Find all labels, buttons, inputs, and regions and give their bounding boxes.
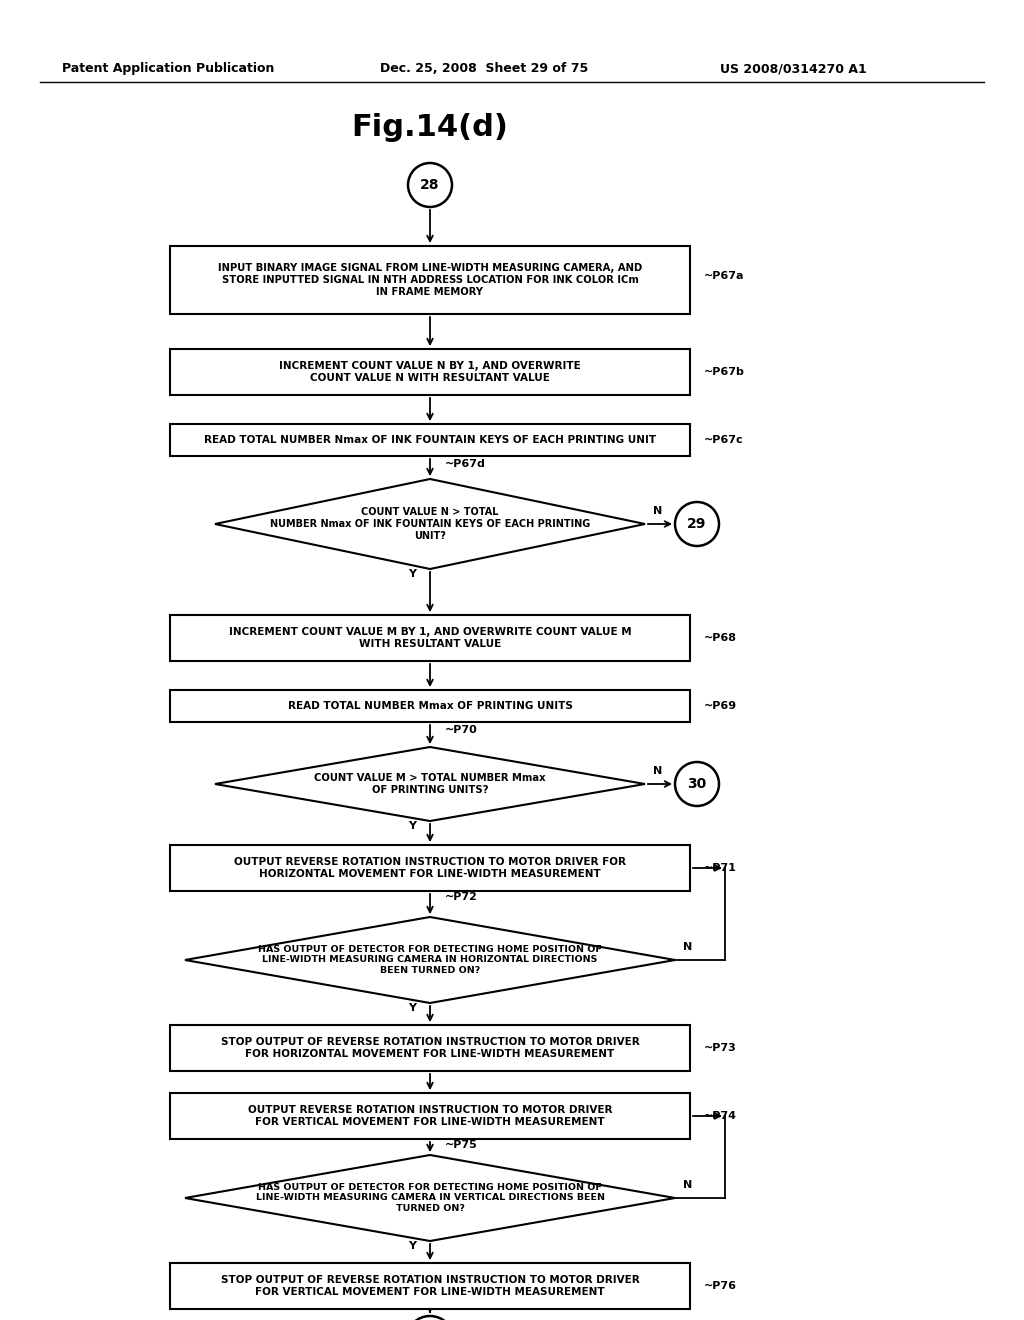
Text: ~P76: ~P76: [705, 1280, 737, 1291]
Text: STOP OUTPUT OF REVERSE ROTATION INSTRUCTION TO MOTOR DRIVER
FOR VERTICAL MOVEMEN: STOP OUTPUT OF REVERSE ROTATION INSTRUCT…: [220, 1275, 639, 1296]
Circle shape: [675, 762, 719, 807]
FancyBboxPatch shape: [170, 1093, 690, 1139]
FancyBboxPatch shape: [170, 424, 690, 455]
Polygon shape: [215, 479, 645, 569]
FancyBboxPatch shape: [170, 348, 690, 395]
Text: ~P67b: ~P67b: [705, 367, 744, 378]
Polygon shape: [185, 917, 675, 1003]
Text: INCREMENT COUNT VALUE M BY 1, AND OVERWRITE COUNT VALUE M
WITH RESULTANT VALUE: INCREMENT COUNT VALUE M BY 1, AND OVERWR…: [228, 627, 632, 649]
FancyBboxPatch shape: [170, 1026, 690, 1071]
Text: ~P73: ~P73: [705, 1043, 736, 1053]
Text: OUTPUT REVERSE ROTATION INSTRUCTION TO MOTOR DRIVER FOR
HORIZONTAL MOVEMENT FOR : OUTPUT REVERSE ROTATION INSTRUCTION TO M…: [234, 857, 626, 879]
Text: N: N: [683, 1180, 692, 1191]
Text: HAS OUTPUT OF DETECTOR FOR DETECTING HOME POSITION OF
LINE-WIDTH MEASURING CAMER: HAS OUTPUT OF DETECTOR FOR DETECTING HOM…: [256, 1183, 604, 1213]
Text: N: N: [653, 766, 663, 776]
Text: Fig.14(d): Fig.14(d): [351, 114, 509, 143]
Text: READ TOTAL NUMBER Nmax OF INK FOUNTAIN KEYS OF EACH PRINTING UNIT: READ TOTAL NUMBER Nmax OF INK FOUNTAIN K…: [204, 436, 656, 445]
Text: Y: Y: [408, 569, 416, 579]
Circle shape: [406, 1316, 454, 1320]
Text: COUNT VALUE N > TOTAL
NUMBER Nmax OF INK FOUNTAIN KEYS OF EACH PRINTING
UNIT?: COUNT VALUE N > TOTAL NUMBER Nmax OF INK…: [270, 507, 590, 541]
Text: OUTPUT REVERSE ROTATION INSTRUCTION TO MOTOR DRIVER
FOR VERTICAL MOVEMENT FOR LI: OUTPUT REVERSE ROTATION INSTRUCTION TO M…: [248, 1105, 612, 1127]
Text: ~P69: ~P69: [705, 701, 737, 711]
Polygon shape: [215, 747, 645, 821]
Text: HAS OUTPUT OF DETECTOR FOR DETECTING HOME POSITION OF
LINE-WIDTH MEASURING CAMER: HAS OUTPUT OF DETECTOR FOR DETECTING HOM…: [258, 945, 602, 975]
Text: 30: 30: [687, 777, 707, 791]
Polygon shape: [185, 1155, 675, 1241]
Text: ~P67c: ~P67c: [705, 436, 743, 445]
Text: Dec. 25, 2008  Sheet 29 of 75: Dec. 25, 2008 Sheet 29 of 75: [380, 62, 588, 75]
Text: ~P71: ~P71: [705, 863, 737, 873]
Text: ~P74: ~P74: [705, 1111, 737, 1121]
FancyBboxPatch shape: [170, 615, 690, 661]
Text: ~P75: ~P75: [445, 1140, 478, 1150]
FancyBboxPatch shape: [170, 690, 690, 722]
Text: N: N: [683, 942, 692, 952]
Text: ~P67d: ~P67d: [445, 459, 485, 469]
Text: Patent Application Publication: Patent Application Publication: [62, 62, 274, 75]
Text: Y: Y: [408, 1003, 416, 1012]
Text: Y: Y: [408, 1241, 416, 1251]
Text: INCREMENT COUNT VALUE N BY 1, AND OVERWRITE
COUNT VALUE N WITH RESULTANT VALUE: INCREMENT COUNT VALUE N BY 1, AND OVERWR…: [280, 362, 581, 383]
Text: STOP OUTPUT OF REVERSE ROTATION INSTRUCTION TO MOTOR DRIVER
FOR HORIZONTAL MOVEM: STOP OUTPUT OF REVERSE ROTATION INSTRUCT…: [220, 1038, 639, 1059]
FancyBboxPatch shape: [170, 1263, 690, 1309]
Text: 28: 28: [420, 178, 439, 191]
FancyBboxPatch shape: [170, 246, 690, 314]
FancyBboxPatch shape: [170, 845, 690, 891]
Text: ~P70: ~P70: [445, 725, 478, 735]
Text: 29: 29: [687, 517, 707, 531]
Text: INPUT BINARY IMAGE SIGNAL FROM LINE-WIDTH MEASURING CAMERA, AND
STORE INPUTTED S: INPUT BINARY IMAGE SIGNAL FROM LINE-WIDT…: [218, 264, 642, 297]
Text: READ TOTAL NUMBER Mmax OF PRINTING UNITS: READ TOTAL NUMBER Mmax OF PRINTING UNITS: [288, 701, 572, 711]
Text: ~P68: ~P68: [705, 634, 737, 643]
Text: N: N: [653, 506, 663, 516]
Circle shape: [675, 502, 719, 546]
Text: Y: Y: [408, 821, 416, 832]
Text: COUNT VALUE M > TOTAL NUMBER Mmax
OF PRINTING UNITS?: COUNT VALUE M > TOTAL NUMBER Mmax OF PRI…: [314, 774, 546, 795]
Text: ~P72: ~P72: [445, 892, 478, 902]
Text: ~P67a: ~P67a: [705, 271, 744, 281]
Text: US 2008/0314270 A1: US 2008/0314270 A1: [720, 62, 866, 75]
Circle shape: [408, 162, 452, 207]
